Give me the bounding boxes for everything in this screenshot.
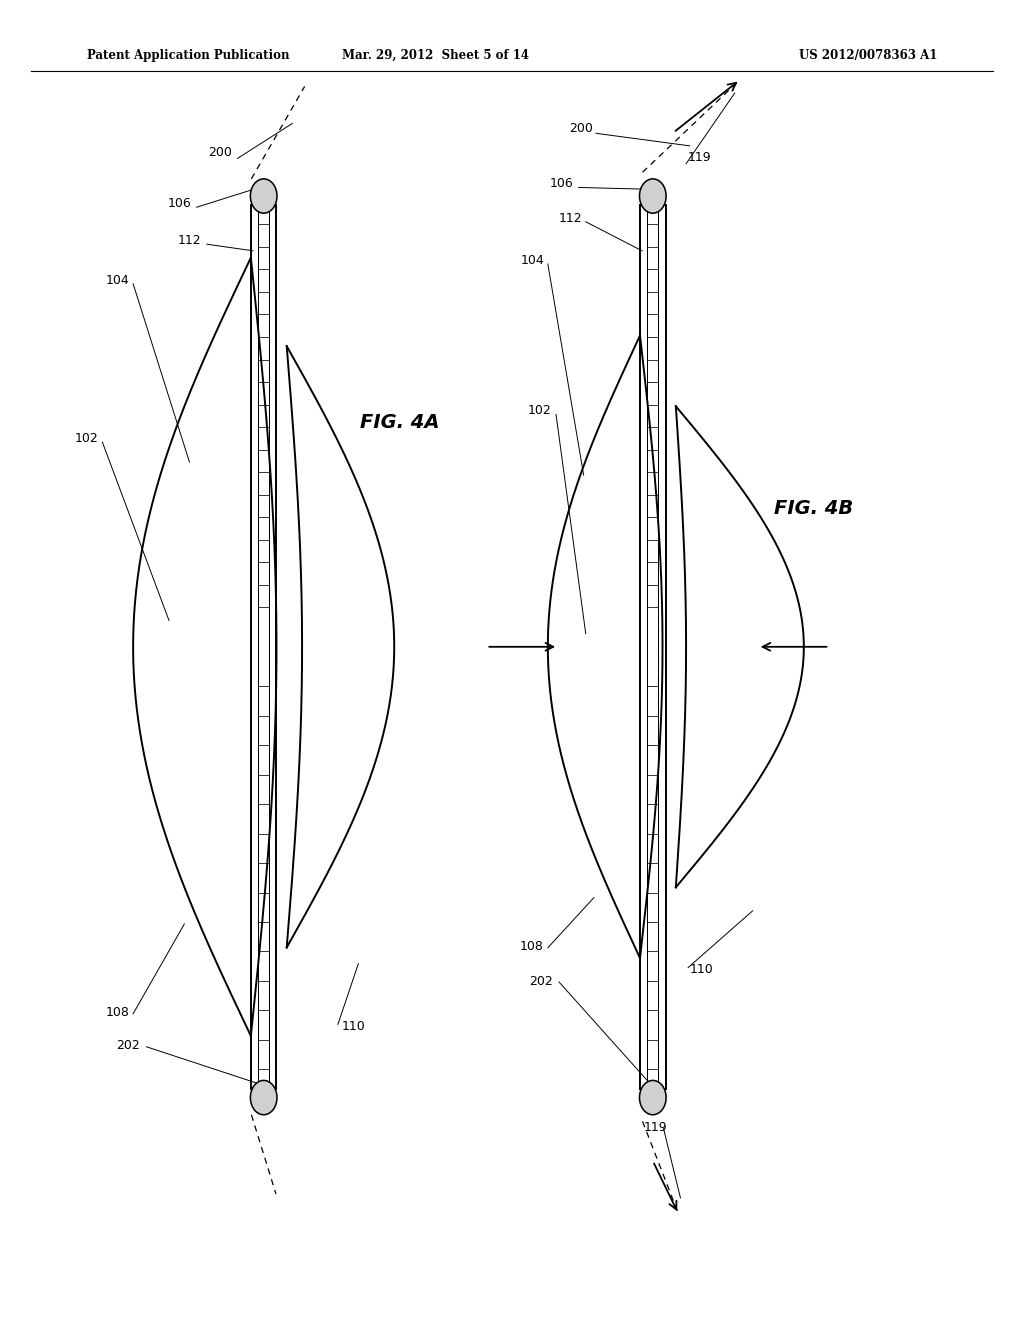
Text: 110: 110 bbox=[341, 1019, 366, 1032]
Text: Mar. 29, 2012  Sheet 5 of 14: Mar. 29, 2012 Sheet 5 of 14 bbox=[342, 49, 528, 62]
Text: FIG. 4B: FIG. 4B bbox=[774, 499, 854, 517]
Text: 112: 112 bbox=[558, 211, 583, 224]
Text: 110: 110 bbox=[689, 962, 714, 975]
Text: 108: 108 bbox=[105, 1006, 130, 1019]
Text: 104: 104 bbox=[105, 273, 130, 286]
Text: 200: 200 bbox=[568, 121, 593, 135]
Circle shape bbox=[639, 180, 666, 214]
Text: 202: 202 bbox=[528, 974, 553, 987]
Text: 106: 106 bbox=[167, 197, 191, 210]
Text: FIG. 4A: FIG. 4A bbox=[359, 413, 439, 432]
Text: US 2012/0078363 A1: US 2012/0078363 A1 bbox=[799, 49, 937, 62]
Circle shape bbox=[250, 1080, 276, 1114]
Text: 112: 112 bbox=[177, 234, 202, 247]
Text: 119: 119 bbox=[643, 1121, 668, 1134]
Text: 119: 119 bbox=[687, 150, 712, 164]
Text: 202: 202 bbox=[116, 1039, 140, 1052]
Text: Patent Application Publication: Patent Application Publication bbox=[87, 49, 290, 62]
Text: 104: 104 bbox=[520, 253, 545, 267]
Text: 102: 102 bbox=[75, 432, 99, 445]
Circle shape bbox=[250, 180, 276, 214]
Circle shape bbox=[639, 1080, 666, 1114]
Text: 108: 108 bbox=[519, 940, 544, 953]
Text: 200: 200 bbox=[208, 145, 232, 158]
Text: 102: 102 bbox=[527, 404, 552, 417]
Text: 106: 106 bbox=[549, 177, 573, 190]
